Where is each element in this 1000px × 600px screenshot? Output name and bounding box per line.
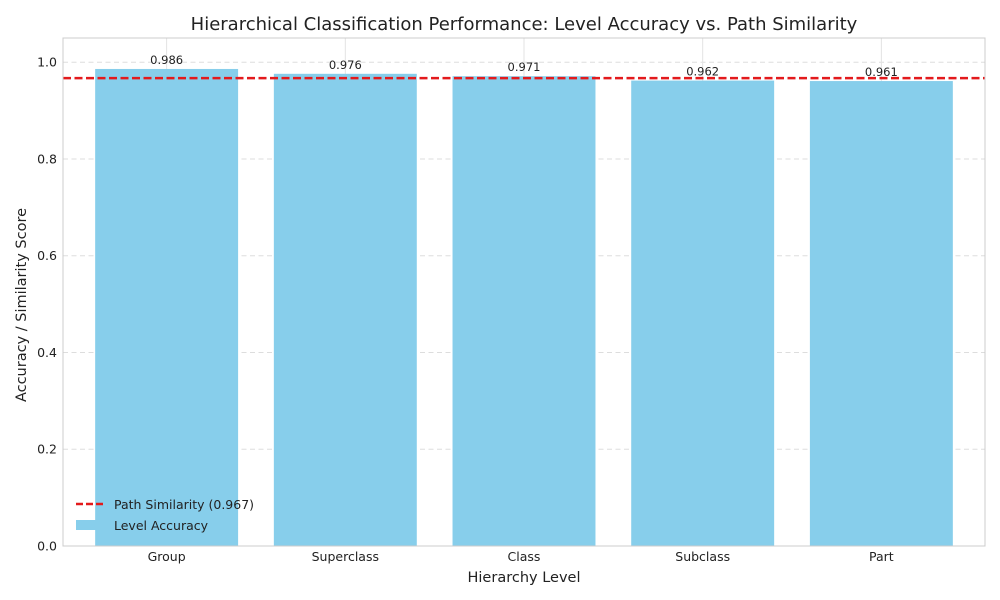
x-axis-label: Hierarchy Level [468, 570, 581, 586]
y-tick-label: 0.6 [37, 248, 57, 263]
x-tick-label: Subclass [675, 549, 730, 564]
bar-value-label: 0.971 [508, 60, 541, 74]
y-tick-label: 0.8 [37, 151, 57, 166]
legend-level-accuracy-label: Level Accuracy [114, 518, 209, 533]
bar-value-label: 0.976 [329, 58, 362, 72]
bar-value-label: 0.961 [865, 65, 898, 79]
x-tick-label: Part [869, 549, 894, 564]
legend-path-similarity-label: Path Similarity (0.967) [114, 497, 254, 512]
bar-value-labels: 0.986 0.976 0.971 0.962 0.961 [150, 53, 898, 79]
plot-frame [62, 37, 986, 547]
y-tick-label: 0.0 [37, 539, 57, 554]
x-tick-labels: Group Superclass Class Subclass Part [148, 549, 894, 564]
chart-title: Hierarchical Classification Performance:… [191, 14, 858, 35]
y-tick-label: 0.4 [37, 345, 57, 360]
bar [452, 76, 596, 547]
bar [273, 73, 417, 546]
x-tick-label: Class [508, 549, 541, 564]
x-tick-label: Group [148, 549, 186, 564]
bar-value-label: 0.962 [686, 65, 719, 79]
y-axis-label: Accuracy / Similarity Score [14, 208, 30, 402]
y-tick-labels: 0.0 0.2 0.4 0.6 0.8 1.0 [37, 55, 57, 554]
bar-value-label: 0.986 [150, 53, 183, 67]
y-tick-label: 1.0 [37, 55, 57, 70]
bar [631, 80, 775, 546]
bars-layer [95, 68, 953, 547]
y-tick-label: 0.2 [37, 442, 57, 457]
bar [95, 68, 239, 546]
x-tick-label: Superclass [312, 549, 379, 564]
legend-level-accuracy-swatch [76, 520, 104, 530]
bar [809, 81, 953, 546]
legend: Path Similarity (0.967) Level Accuracy [76, 497, 254, 533]
